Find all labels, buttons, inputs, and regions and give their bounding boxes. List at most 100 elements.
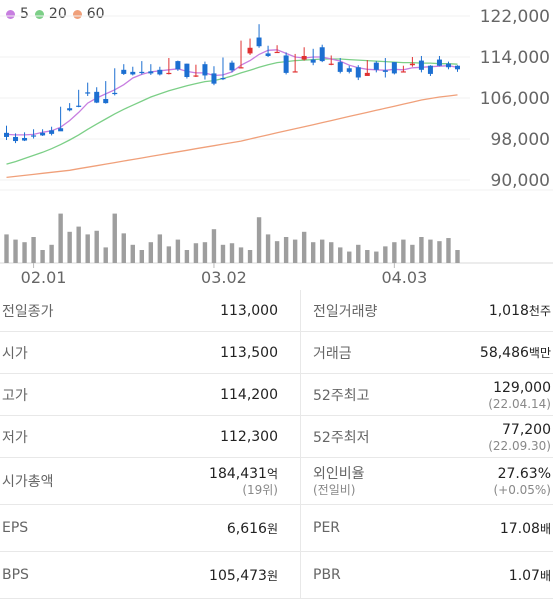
52w-high-label: 52주최고 [300, 373, 453, 416]
volume-bar [130, 244, 135, 263]
volume-bar [365, 250, 370, 263]
volume-bar [301, 231, 307, 263]
volume-bar [22, 242, 27, 263]
per-value: 17.08 [499, 520, 540, 537]
candle-body [418, 60, 424, 70]
volume-bar [338, 247, 343, 263]
eps-label: EPS [0, 504, 132, 552]
candle-body [202, 64, 208, 76]
candle-body [22, 137, 28, 141]
52w-low-label: 52주최저 [300, 415, 453, 458]
volume-bar [148, 242, 154, 263]
volume-bar [112, 213, 117, 263]
candle-body [85, 92, 91, 94]
candle-body [382, 70, 388, 72]
volume-bar [184, 250, 190, 263]
candle-body [283, 55, 289, 73]
y-tick-label: 90,000 [491, 171, 550, 191]
candle-body [76, 105, 82, 107]
volume-bar [446, 238, 451, 263]
x-axis-ticks: 02.01 03.02 04.03 [21, 263, 427, 287]
candle-body [211, 73, 217, 84]
low-label: 저가 [0, 415, 132, 458]
eps-unit: 원 [266, 521, 278, 536]
candle-body [274, 51, 280, 54]
foreign-ratio-label-cell: 외인비율 (전일비) [300, 457, 453, 505]
volume-bar [329, 242, 334, 263]
market-cap-label: 시가총액 [0, 457, 132, 505]
volume-bar [428, 239, 433, 263]
candle-body [301, 55, 307, 60]
volume-bar [76, 226, 81, 263]
bps-cell: 105,473원 [132, 551, 301, 599]
open-value: 113,500 [132, 331, 301, 374]
candle-body [40, 132, 46, 136]
candle-body [49, 130, 55, 134]
volume-bar [410, 244, 415, 263]
candle-body [328, 63, 334, 65]
candle-body [310, 59, 316, 63]
candle-body [112, 92, 118, 95]
legend-dot-ma60 [72, 9, 82, 19]
candle-body [454, 65, 460, 70]
legend-dot-ma20 [34, 9, 44, 19]
candle-body [103, 99, 109, 104]
market-cap-unit: 억 [266, 467, 278, 481]
candle-body [337, 62, 343, 72]
candle-body [292, 71, 298, 73]
volume-bar [220, 244, 226, 263]
y-tick-label: 122,000 [480, 7, 550, 27]
y-axis-ticks: 122,000 114,000 106,000 98,000 90,000 [480, 7, 550, 191]
volume-bar [419, 237, 424, 263]
candle-body [400, 71, 406, 73]
candle-body [409, 63, 415, 66]
market-cap-cell: 184,431억 (19위) [132, 457, 301, 505]
info-row: 저가 112,300 52주최저 77,200 (22.09.30) [0, 415, 553, 458]
trade-amount-cell: 58,486백만 [453, 331, 553, 374]
trade-amount-unit: 백만 [528, 346, 551, 360]
eps-value: 6,616 [226, 520, 267, 537]
prev-volume-cell: 1,018천주 [453, 290, 553, 332]
volume-bar [31, 237, 36, 263]
52w-low-cell: 77,200 (22.09.30) [453, 415, 553, 458]
volume-bar [274, 241, 280, 263]
volume-bar [139, 250, 145, 263]
volume-bar [40, 250, 45, 263]
52w-high-date: (22.04.14) [488, 396, 551, 411]
volume-bar [85, 234, 90, 263]
volume-bar [247, 250, 253, 263]
volume-bar [202, 242, 208, 263]
candle-body [148, 71, 154, 74]
per-unit: 배 [539, 521, 551, 536]
candle-body [391, 62, 397, 74]
candle-body [436, 59, 442, 66]
foreign-ratio-label: 외인비율 [313, 466, 365, 482]
pbr-unit: 배 [539, 568, 551, 583]
candle-body [4, 132, 10, 137]
candle-body [121, 69, 127, 74]
per-cell: 17.08배 [453, 504, 553, 552]
volume-bar [437, 241, 442, 263]
52w-low-value: 77,200 [502, 421, 551, 438]
candle-body [139, 71, 145, 74]
volume-bars [4, 213, 460, 263]
volume-bar [374, 251, 379, 263]
volume-bar [383, 246, 388, 263]
legend-label-ma20: 20 [48, 6, 67, 22]
candle-body [58, 128, 64, 132]
volume-bar [121, 233, 126, 263]
y-tick-label: 114,000 [480, 48, 550, 68]
eps-cell: 6,616원 [132, 504, 301, 552]
ma60-line [6, 94, 458, 179]
volume-bar [401, 239, 406, 263]
volume-bar [229, 243, 235, 263]
candle-body [238, 67, 244, 69]
candle-body [229, 62, 235, 71]
open-label: 시가 [0, 331, 132, 374]
legend-label-ma60: 60 [86, 6, 105, 22]
volume-bar [211, 229, 217, 263]
candle-body [220, 78, 226, 80]
x-tick-label: 04.03 [381, 268, 427, 287]
prev-close-label: 전일종가 [0, 290, 132, 332]
